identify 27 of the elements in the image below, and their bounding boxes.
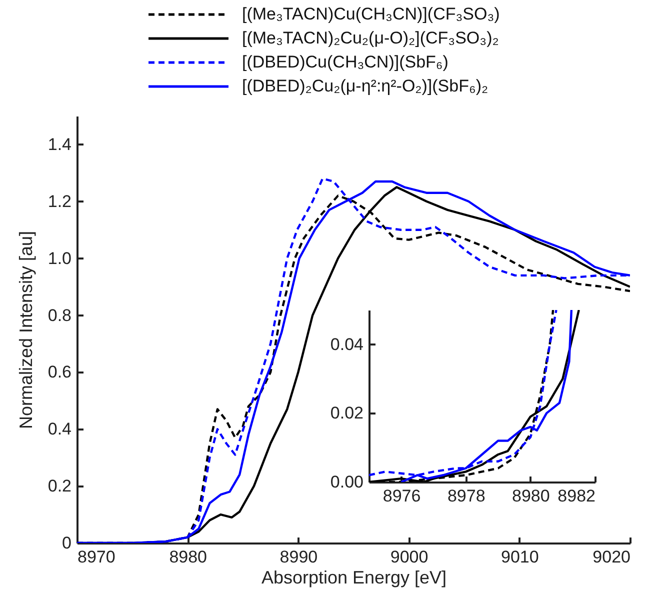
y-tick-label: 0.04 (330, 334, 364, 354)
x-tick-label: 8978 (447, 486, 486, 506)
y-tick-label: 0.2 (48, 476, 72, 496)
legend-label: [(Me₃TACN)₂Cu₂(μ-O)₂](CF₃SO₃)₂ (242, 28, 499, 48)
y-tick-label: 0.02 (330, 404, 364, 423)
x-tick-label: 8970 (78, 548, 116, 566)
x-tick-label: 9000 (390, 548, 428, 566)
y-tick-label: 0.4 (48, 420, 72, 439)
legend-label: [(Me₃TACN)Cu(CH₃CN)](CF₃SO₃) (242, 4, 500, 24)
x-tick-label: 9020 (592, 548, 630, 566)
x-tick-label: 8990 (280, 548, 318, 566)
x-axis-title: Absorption Energy [eV] (261, 568, 447, 588)
x-tick-label: 8980 (512, 486, 550, 506)
legend-label: [(DBED)Cu(CH₃CN)](SbF₆) (242, 52, 448, 72)
y-tick-label: 0 (62, 534, 72, 552)
y-tick-label: 0.8 (48, 306, 72, 325)
y-axis-title: Normalized Intensity [au] (16, 230, 36, 430)
y-tick-label: 1.4 (48, 134, 72, 154)
y-tick-label: 1.0 (48, 248, 72, 268)
x-tick-label: 9010 (500, 548, 539, 566)
x-tick-label: 8982 (558, 486, 596, 506)
y-tick-label: 1.2 (48, 192, 72, 211)
y-tick-label: 0.00 (330, 472, 364, 492)
y-tick-label: 0.6 (48, 362, 72, 382)
legend-label: [(DBED)₂Cu₂(μ-η²:η²-O₂)](SbF₆)₂ (242, 76, 488, 96)
x-tick-label: 8976 (382, 486, 421, 506)
x-tick-label: 8980 (169, 548, 208, 566)
